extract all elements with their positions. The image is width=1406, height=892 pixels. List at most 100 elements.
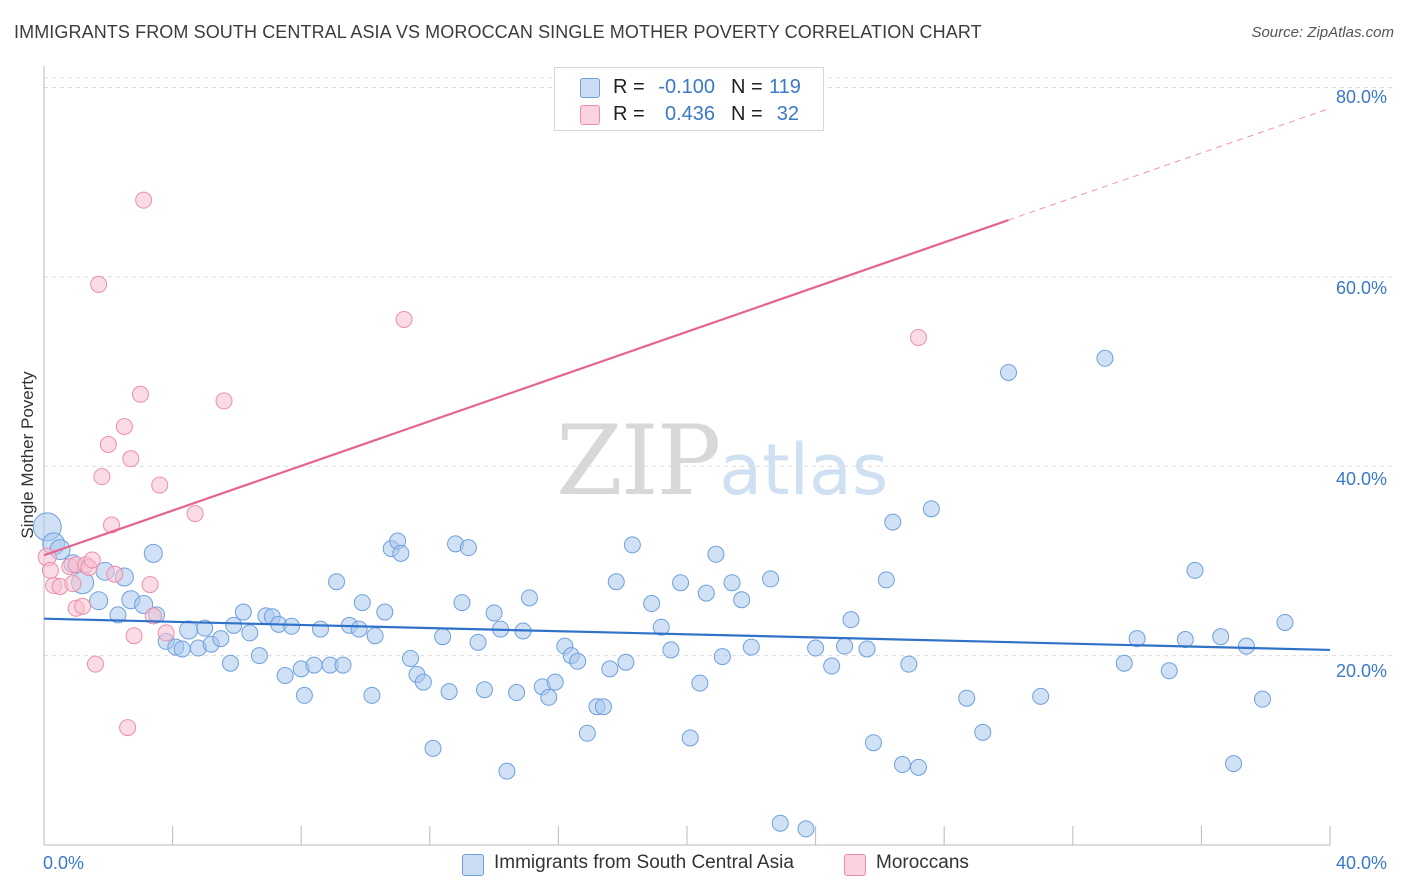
y-tick-label-40: 40.0% xyxy=(1336,469,1388,489)
point-moroccans xyxy=(74,597,92,615)
point-immigrants xyxy=(900,655,918,673)
chart-title: IMMIGRANTS FROM SOUTH CENTRAL ASIA VS MO… xyxy=(14,22,982,42)
legend-swatch-pink xyxy=(844,854,866,876)
y-tick-label-60: 60.0% xyxy=(1336,278,1388,298)
point-immigrants xyxy=(771,814,789,832)
point-immigrants xyxy=(402,649,420,667)
point-moroccans xyxy=(122,450,140,468)
point-immigrants xyxy=(475,681,493,699)
point-immigrants xyxy=(1186,561,1204,579)
point-moroccans xyxy=(86,655,104,673)
point-immigrants xyxy=(623,536,641,554)
point-immigrants xyxy=(392,544,410,562)
point-moroccans xyxy=(395,310,413,328)
point-moroccans xyxy=(151,476,169,494)
point-moroccans xyxy=(93,468,111,486)
point-immigrants xyxy=(884,513,902,531)
point-immigrants xyxy=(424,739,442,757)
point-immigrants xyxy=(864,734,882,752)
trend-line-immigrants xyxy=(43,617,1331,652)
point-immigrants xyxy=(376,603,394,621)
legend-n-value: 32 xyxy=(776,103,799,125)
point-immigrants xyxy=(877,571,895,589)
legend-n-value: 119 xyxy=(769,76,801,98)
legend-n-label: N = xyxy=(731,76,763,98)
point-immigrants xyxy=(1160,662,1178,680)
point-immigrants xyxy=(234,603,252,621)
point-immigrants xyxy=(974,723,992,741)
point-moroccans xyxy=(157,624,175,642)
point-immigrants xyxy=(276,667,294,685)
point-immigrants xyxy=(1115,654,1133,672)
point-immigrants xyxy=(469,633,487,651)
point-moroccans xyxy=(41,561,59,579)
point-immigrants xyxy=(681,729,699,747)
point-immigrants xyxy=(1032,687,1050,705)
x-tick-label-left: 0.0% xyxy=(43,853,85,873)
source-credit: Source: ZipAtlas.com xyxy=(1251,24,1394,41)
point-immigrants xyxy=(1128,630,1146,648)
watermark: ZIPatlas xyxy=(556,405,888,517)
point-moroccans xyxy=(131,385,149,403)
point-immigrants xyxy=(498,762,516,780)
point-immigrants xyxy=(1276,613,1294,631)
point-immigrants xyxy=(295,686,313,704)
point-immigrants xyxy=(958,689,976,707)
point-immigrants xyxy=(1237,637,1255,655)
point-moroccans xyxy=(135,191,153,209)
point-immigrants xyxy=(363,686,381,704)
point-immigrants xyxy=(893,756,911,774)
point-moroccans xyxy=(215,392,233,410)
trend-line-moroccans xyxy=(43,218,1009,557)
point-moroccans xyxy=(106,565,124,583)
point-immigrants xyxy=(1253,690,1271,708)
watermark-zip: ZIP xyxy=(556,405,721,517)
point-immigrants xyxy=(742,638,760,656)
point-immigrants xyxy=(350,620,368,638)
legend-swatch-pink xyxy=(580,105,600,125)
point-immigrants xyxy=(334,656,352,674)
legend-row-moroccans: R = 0.436 N = 32 xyxy=(555,101,823,129)
point-immigrants xyxy=(459,539,477,557)
y-tick-label-20: 20.0% xyxy=(1336,661,1388,681)
point-immigrants xyxy=(508,684,526,702)
point-immigrants xyxy=(713,648,731,666)
legend-r-label: R = xyxy=(613,103,645,125)
legend-swatch-blue xyxy=(580,78,600,98)
point-immigrants xyxy=(221,654,239,672)
point-immigrants xyxy=(196,619,214,637)
correlation-legend: R = -0.100 N = 119 R = 0.436 N = 32 xyxy=(554,67,824,131)
point-moroccans xyxy=(909,328,927,346)
point-immigrants xyxy=(1176,631,1194,649)
point-immigrants xyxy=(762,570,780,588)
point-immigrants xyxy=(922,500,940,518)
point-moroccans xyxy=(90,275,108,293)
point-moroccans xyxy=(64,575,82,593)
point-immigrants xyxy=(842,611,860,629)
legend-label: Immigrants from South Central Asia xyxy=(494,852,794,873)
point-immigrants xyxy=(1225,755,1243,773)
y-axis-label: Single Mother Poverty xyxy=(18,371,37,539)
x-tick-label-right: 40.0% xyxy=(1336,853,1388,873)
point-immigrants xyxy=(89,591,109,611)
point-immigrants xyxy=(1000,363,1017,381)
legend-r-value: 0.436 xyxy=(664,103,715,125)
point-immigrants xyxy=(540,688,558,706)
point-moroccans xyxy=(99,435,117,453)
point-immigrants xyxy=(311,620,329,638)
point-immigrants xyxy=(453,594,471,612)
point-immigrants xyxy=(909,758,927,776)
legend-n-label: N = xyxy=(731,103,763,125)
watermark-atlas: atlas xyxy=(719,429,889,511)
point-immigrants xyxy=(797,820,815,838)
point-immigrants xyxy=(578,724,596,742)
legend-r-label: R = xyxy=(613,76,645,98)
point-immigrants xyxy=(212,630,230,648)
point-immigrants xyxy=(283,617,301,635)
point-immigrants xyxy=(250,647,268,665)
legend-r-value: -0.100 xyxy=(658,76,715,98)
point-moroccans xyxy=(141,576,159,594)
point-moroccans xyxy=(115,417,133,435)
point-immigrants xyxy=(617,653,635,671)
